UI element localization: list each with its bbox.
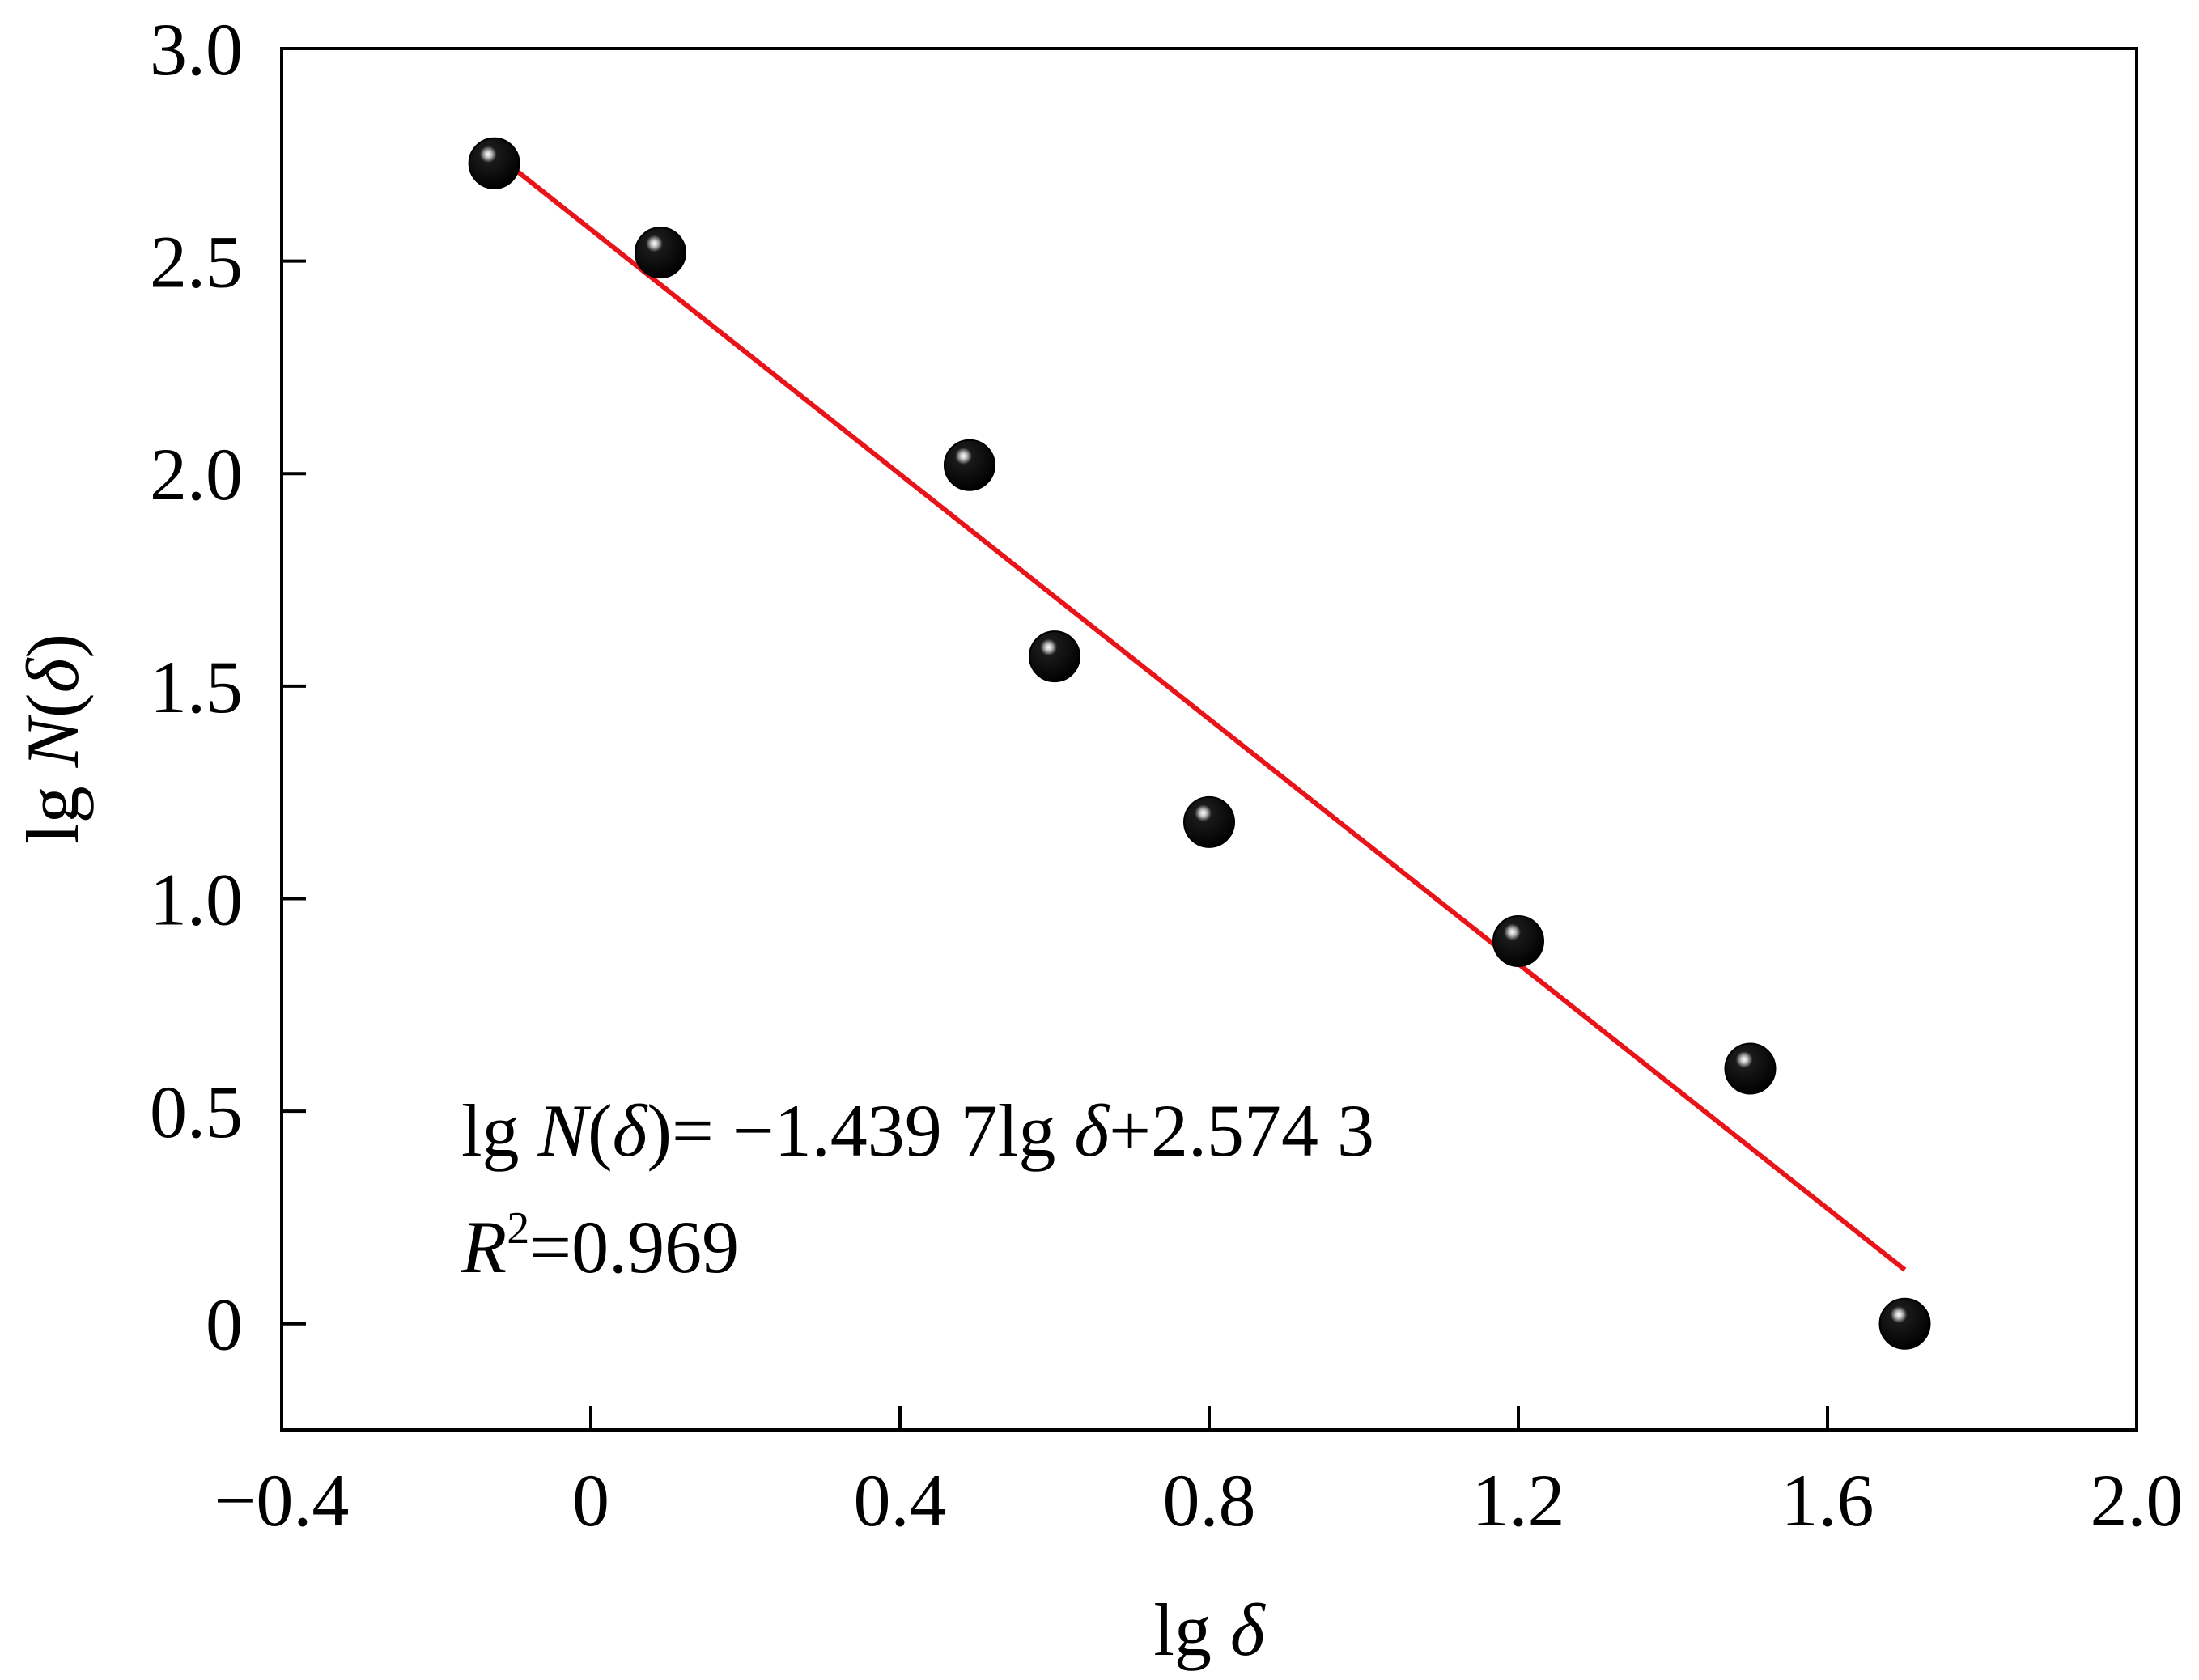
x-tick-label: 1.2 <box>1472 1459 1565 1542</box>
y-tick-label: 3.0 <box>150 8 243 91</box>
data-points <box>468 137 1931 1350</box>
r-squared-label: R2=0.969 <box>461 1203 739 1288</box>
data-point <box>634 227 686 279</box>
fit-line-layer <box>496 154 1907 1272</box>
y-tick-label: 2.5 <box>150 221 243 303</box>
data-point <box>1029 630 1080 683</box>
x-tick-label: 1.6 <box>1781 1459 1874 1542</box>
x-axis-ticks: −0.4 0 0.4 0.8 1.2 1.6 2.0 <box>214 1406 2184 1542</box>
data-point <box>1724 1042 1777 1095</box>
x-tick-label: 0 <box>572 1459 609 1542</box>
y-axis-ticks: 0 0.5 1.0 1.5 2.0 2.5 3.0 <box>150 8 306 1366</box>
data-point <box>943 439 995 491</box>
y-tick-label: 2.0 <box>150 433 243 515</box>
y-tick-label: 1.5 <box>150 646 243 728</box>
x-tick-label: −0.4 <box>214 1459 350 1542</box>
y-tick-label: 1.0 <box>150 858 243 940</box>
data-point <box>468 137 520 189</box>
fit-line <box>496 154 1907 1272</box>
data-point <box>1492 914 1544 967</box>
x-tick-label: 0.4 <box>854 1459 947 1542</box>
x-tick-label: 0.8 <box>1163 1459 1256 1542</box>
y-tick-label: 0 <box>206 1283 243 1366</box>
y-tick-label: 0.5 <box>150 1071 243 1153</box>
x-tick-label: 2.0 <box>2091 1459 2184 1542</box>
fit-equation: lg N(δ)= −1.439 7lg δ+2.574 3 <box>461 1089 1374 1172</box>
data-point <box>1878 1297 1931 1350</box>
y-axis-label: lg N(δ) <box>11 634 94 844</box>
x-axis-label: lg δ <box>1153 1589 1266 1671</box>
data-point <box>1183 795 1235 848</box>
